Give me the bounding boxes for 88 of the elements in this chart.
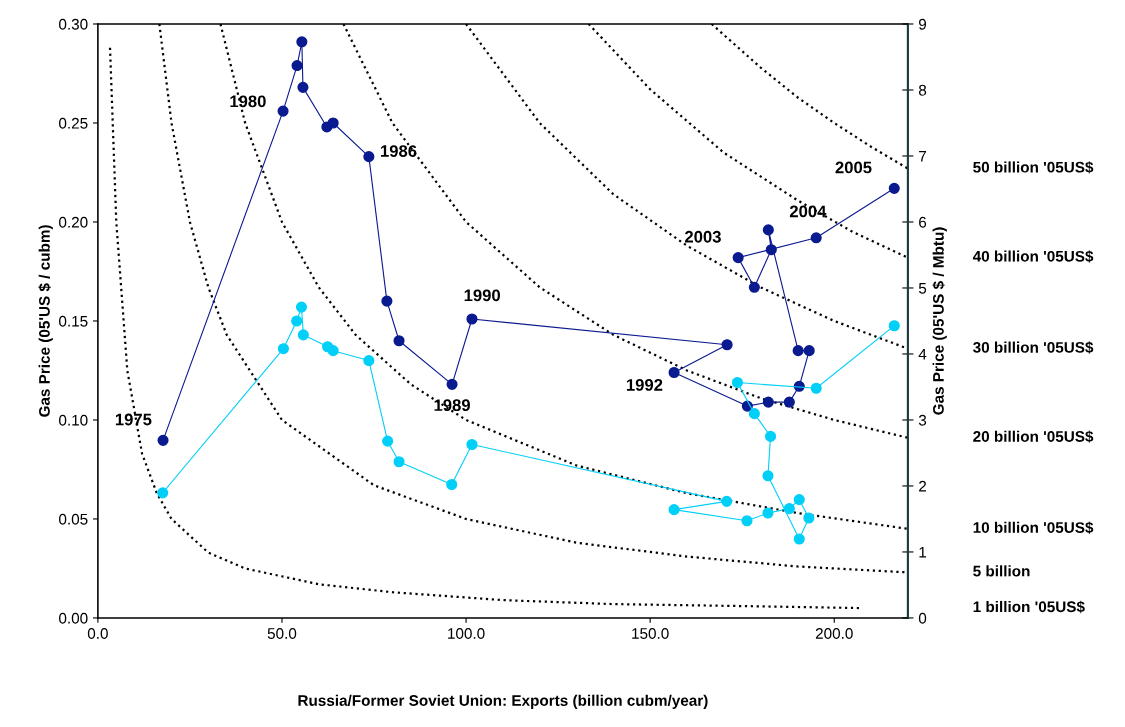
- y-tick-label: 0.00: [59, 612, 88, 624]
- point: [446, 378, 458, 390]
- point: [157, 487, 169, 499]
- point: [295, 301, 308, 313]
- point: [668, 366, 680, 379]
- annotation: 1980: [230, 95, 266, 108]
- y2-tick-label: 7: [919, 151, 927, 162]
- point: [748, 408, 760, 420]
- point: [748, 281, 760, 293]
- point: [765, 244, 777, 256]
- point: [363, 355, 375, 367]
- point: [783, 396, 795, 408]
- point: [783, 503, 795, 515]
- point: [732, 252, 744, 264]
- text: 30 billion '05US$: [973, 341, 1094, 354]
- x-axis-title: Russia/Former Soviet Union: Exports (billion cubm/year): [298, 694, 708, 709]
- y2-tick-label: 0: [918, 612, 927, 624]
- point: [466, 438, 478, 451]
- text: 20 billion '05US$: [973, 430, 1094, 443]
- point: [446, 478, 458, 491]
- point: [466, 313, 478, 325]
- point: [888, 182, 900, 194]
- x-tick-label: 0.0: [87, 628, 108, 639]
- y-tick-label: 0.05: [59, 513, 88, 525]
- point: [762, 224, 774, 236]
- y-tick-label: 0.25: [59, 117, 88, 129]
- x-tick-label: 150.0: [632, 628, 669, 639]
- text: 40 billion '05US$: [972, 250, 1094, 263]
- text: 5 billion: [973, 565, 1030, 577]
- annotation: 1992: [626, 379, 663, 391]
- y2-tick-label: 3: [918, 414, 927, 426]
- y-tick-label: 0.20: [59, 216, 88, 228]
- text: 50 billion '05US$: [973, 161, 1094, 174]
- point: [721, 339, 733, 351]
- point: [762, 396, 774, 408]
- point: [393, 335, 405, 347]
- y2-axis-title: Gas Price (05'US $ / Mbtu): [932, 227, 947, 415]
- y-axis-title: Gas Price (05'US $ / cubm): [38, 225, 53, 417]
- x-tick-label: 200.0: [815, 628, 853, 639]
- point: [888, 320, 900, 332]
- text: 1 billion '05US$: [973, 600, 1085, 614]
- point: [327, 345, 339, 357]
- y-tick-label: 0.15: [59, 315, 88, 327]
- text: 10 billion '05US$: [973, 521, 1094, 534]
- point: [762, 470, 774, 482]
- y2-tick-label: 1: [919, 546, 927, 558]
- y2-tick-label: 9: [919, 18, 927, 30]
- point: [381, 295, 393, 307]
- y2-tick-label: 6: [919, 216, 927, 228]
- point: [764, 430, 777, 442]
- point: [393, 456, 405, 468]
- point: [810, 232, 822, 244]
- point: [721, 495, 733, 507]
- y2-tick-label: 4: [918, 348, 927, 360]
- point: [297, 329, 309, 341]
- point: [277, 105, 289, 117]
- point: [291, 60, 303, 72]
- point: [741, 515, 753, 527]
- y2-tick-label: 8: [918, 84, 927, 96]
- point: [327, 117, 339, 129]
- point: [810, 382, 822, 394]
- point: [296, 36, 308, 48]
- annotation: 1986: [381, 145, 417, 157]
- x-tick-label: 50.0: [267, 628, 297, 639]
- x-tick-label: 100.0: [448, 628, 485, 639]
- point: [291, 315, 303, 327]
- annotation: 2005: [835, 161, 872, 174]
- y2-tick-label: 2: [919, 480, 927, 492]
- annotation: 1990: [464, 289, 501, 302]
- point: [277, 343, 289, 355]
- point: [762, 507, 774, 519]
- y2-tick-label: 5: [918, 283, 927, 294]
- annotation: 1989: [434, 399, 470, 412]
- y-tick-label: 0.30: [59, 18, 88, 30]
- point: [731, 376, 743, 389]
- y-tick-label: 0.10: [59, 414, 88, 426]
- point: [668, 504, 680, 516]
- point: [363, 151, 375, 163]
- point: [157, 434, 169, 446]
- point: [793, 493, 805, 506]
- point: [297, 81, 309, 93]
- point: [803, 345, 815, 357]
- annotation: 2003: [684, 230, 721, 243]
- annotation: 1975: [115, 413, 152, 426]
- point: [793, 533, 805, 545]
- point: [803, 512, 815, 524]
- point: [792, 345, 804, 357]
- point: [382, 435, 394, 447]
